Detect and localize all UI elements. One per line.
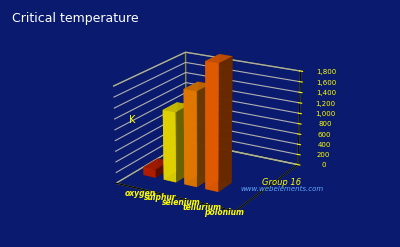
Text: Critical temperature: Critical temperature [12, 12, 139, 25]
